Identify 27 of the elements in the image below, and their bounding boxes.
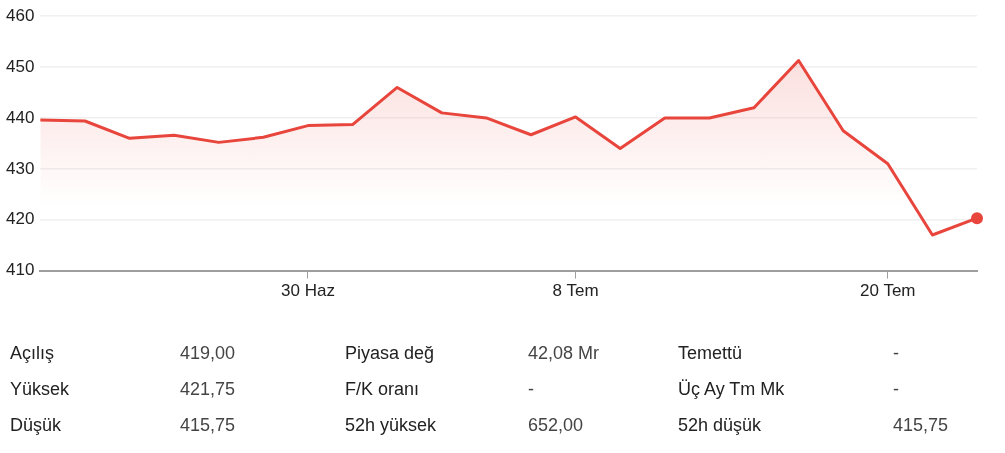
text: 415,75: [180, 414, 237, 437]
text: Açılış: [10, 342, 55, 365]
y-tick-label: 420: [5, 209, 35, 229]
text: 52h yüksek: [345, 414, 438, 437]
text: Üç Ay Tm Mk: [678, 378, 786, 401]
y-tick-label: 460: [5, 5, 35, 25]
y-tick-label: 410: [5, 260, 35, 280]
text: 419,00: [180, 342, 237, 365]
text: Düşük: [10, 414, 63, 437]
text: Temettü: [678, 342, 744, 365]
text: 421,75: [180, 378, 237, 401]
text: 652,00: [528, 414, 585, 437]
text: 42,08 Mr: [528, 342, 601, 365]
text: Yüksek: [10, 378, 71, 401]
text: -: [528, 378, 535, 401]
text: 52h düşük: [678, 414, 763, 437]
text: F/K oranı: [345, 378, 421, 401]
y-tick-label: 440: [5, 107, 35, 127]
x-tick-label: 20 Tem: [860, 281, 916, 301]
y-tick-label: 430: [5, 158, 35, 178]
y-tick-label: 450: [5, 56, 35, 76]
text: -: [893, 342, 900, 365]
text: 415,75: [893, 414, 950, 437]
text: Piyasa değ: [345, 342, 436, 365]
text: -: [893, 378, 900, 401]
x-tick-label: 30 Haz: [281, 281, 335, 301]
x-tick-label: 8 Tem: [552, 281, 599, 301]
